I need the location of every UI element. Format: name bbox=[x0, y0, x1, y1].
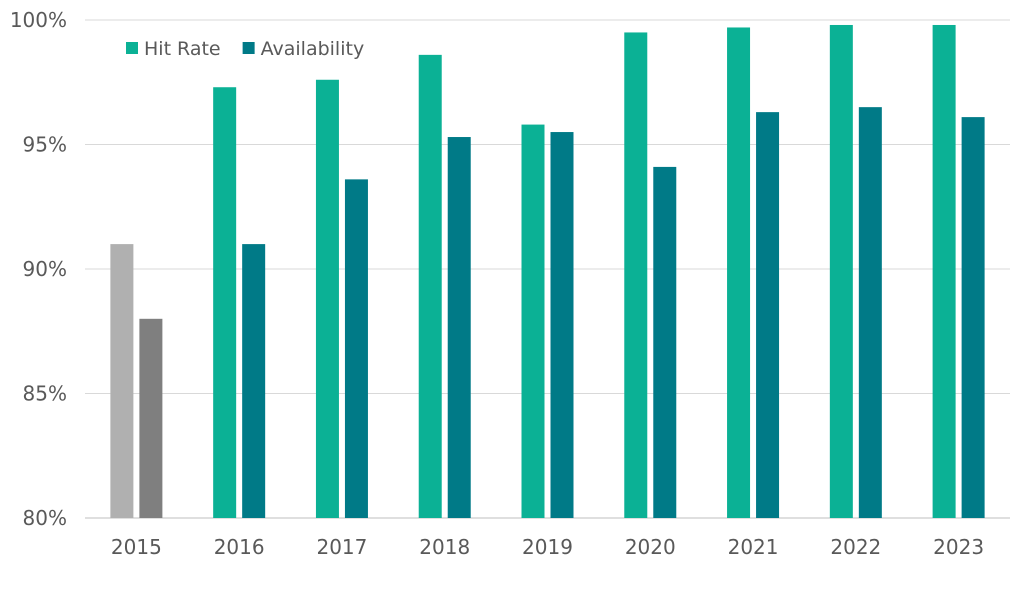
legend-label: Availability bbox=[261, 38, 365, 60]
bar-availability-2019 bbox=[550, 132, 574, 519]
bar-availability-2021 bbox=[756, 112, 780, 518]
x-tick-label: 2022 bbox=[830, 535, 881, 559]
y-tick-label: 80% bbox=[23, 506, 67, 530]
bar-availability-2020 bbox=[653, 166, 677, 518]
bar-availability-2022 bbox=[858, 107, 882, 519]
bar-hit-rate-2021 bbox=[727, 27, 751, 518]
x-tick-label: 2015 bbox=[111, 535, 162, 559]
legend: Hit Rate Availability bbox=[126, 38, 364, 60]
bar-availability-2023 bbox=[961, 117, 985, 519]
y-tick-label: 90% bbox=[23, 257, 67, 281]
x-tick-label: 2016 bbox=[214, 535, 265, 559]
gridlines bbox=[85, 19, 1010, 519]
x-tick-label: 2019 bbox=[522, 535, 573, 559]
bar-hit-rate-2023 bbox=[932, 24, 956, 518]
y-axis: 80% 85% 90% 95% 100% bbox=[10, 8, 67, 530]
x-tick-label: 2021 bbox=[728, 535, 779, 559]
legend-swatch bbox=[126, 42, 138, 54]
legend-swatch bbox=[242, 42, 255, 54]
x-tick-label: 2017 bbox=[316, 535, 367, 559]
bar-hit-rate-2018 bbox=[418, 54, 442, 519]
bars bbox=[110, 24, 985, 519]
x-tick-label: 2020 bbox=[625, 535, 676, 559]
bar-availability-2018 bbox=[447, 137, 471, 518]
bar-availability-2016 bbox=[242, 244, 266, 518]
x-tick-label: 2023 bbox=[933, 535, 984, 559]
bar-hit-rate-2022 bbox=[829, 24, 853, 518]
legend-label: Hit Rate bbox=[144, 38, 221, 60]
bar-availability-2015 bbox=[139, 318, 163, 518]
y-tick-label: 95% bbox=[23, 133, 67, 157]
bar-hit-rate-2016 bbox=[213, 87, 237, 518]
x-axis: 2015 2016 2017 2018 2019 2020 2021 2022 2023 bbox=[111, 535, 984, 559]
bar-availability-2017 bbox=[344, 179, 368, 519]
y-tick-label: 100% bbox=[10, 8, 67, 32]
y-tick-label: 85% bbox=[23, 382, 67, 406]
bar-hit-rate-2020 bbox=[624, 32, 648, 518]
x-tick-label: 2018 bbox=[419, 535, 470, 559]
bar-hit-rate-2019 bbox=[521, 124, 545, 518]
bar-hit-rate-2015 bbox=[110, 244, 134, 518]
bar-hit-rate-2017 bbox=[315, 79, 339, 518]
